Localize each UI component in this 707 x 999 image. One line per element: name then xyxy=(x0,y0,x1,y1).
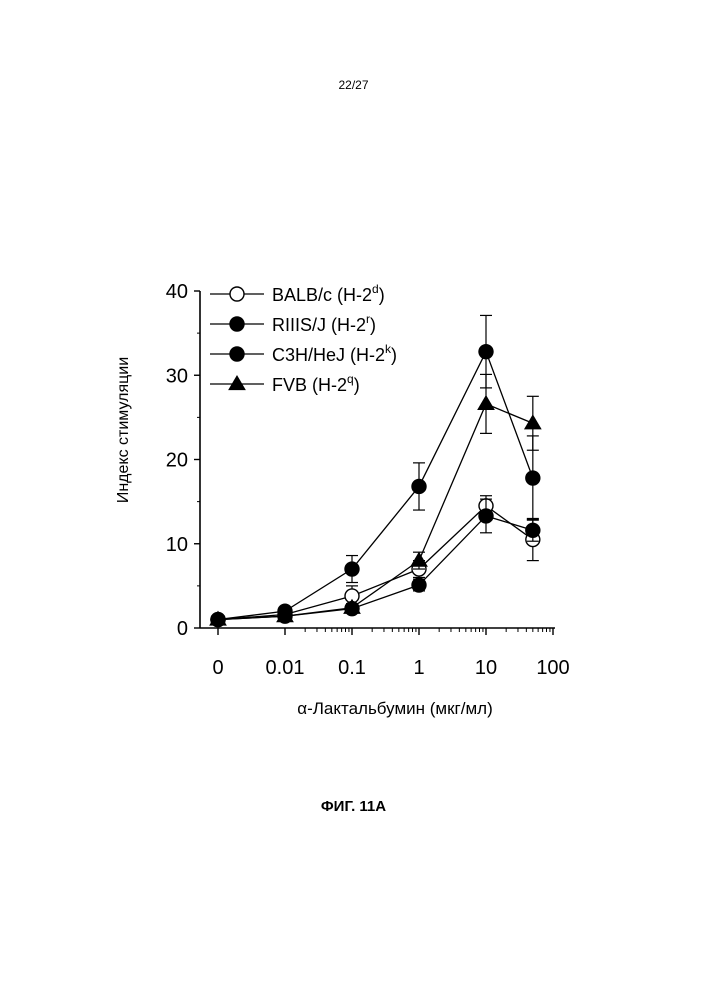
legend-label: BALB/c (H-2d) xyxy=(272,282,385,305)
x-tick-label: 0 xyxy=(212,657,223,679)
data-point xyxy=(526,471,540,485)
legend-label: RIIIS/J (H-2r) xyxy=(272,312,376,335)
legend-label: C3H/HeJ (H-2k) xyxy=(272,342,397,365)
data-point xyxy=(412,578,426,592)
legend-marker xyxy=(230,347,244,361)
legend-entry: C3H/HeJ (H-2k) xyxy=(210,342,397,365)
legend-marker xyxy=(230,287,244,301)
data-point xyxy=(526,523,540,537)
data-point xyxy=(411,553,427,567)
series-4 xyxy=(210,374,541,625)
x-tick-label: 0.01 xyxy=(266,657,305,679)
x-tick-label: 10 xyxy=(475,657,497,679)
legend-marker xyxy=(229,376,245,390)
x-tick-label: 1 xyxy=(413,657,424,679)
y-tick-label: 40 xyxy=(166,281,188,303)
figure-caption: ФИГ. 11A xyxy=(0,798,707,815)
data-point xyxy=(345,562,359,576)
y-axis-label: Индекс стимуляции xyxy=(115,357,132,503)
x-axis-label: α-Лактальбумин (мкг/мл) xyxy=(297,699,493,718)
y-tick-label: 0 xyxy=(177,618,188,640)
chart-legend: BALB/c (H-2d) RIIIS/J (H-2r) C3H/HeJ (H-2k… xyxy=(210,282,397,395)
legend-entry: BALB/c (H-2d) xyxy=(210,282,385,305)
x-tick-label: 0.1 xyxy=(338,657,366,679)
x-tick-label: 100 xyxy=(536,657,569,679)
legend-entry: FVB (H-2q) xyxy=(210,372,360,395)
y-tick-label: 30 xyxy=(166,365,188,387)
data-point xyxy=(525,415,541,429)
legend-entry: RIIIS/J (H-2r) xyxy=(210,312,376,335)
legend-label: FVB (H-2q) xyxy=(272,372,360,395)
series-3 xyxy=(211,499,540,626)
data-point xyxy=(412,479,426,493)
y-tick-label: 20 xyxy=(166,450,188,472)
data-point xyxy=(479,509,493,523)
data-point xyxy=(478,396,494,410)
data-point xyxy=(479,345,493,359)
legend-marker xyxy=(230,317,244,331)
y-tick-label: 10 xyxy=(166,534,188,556)
